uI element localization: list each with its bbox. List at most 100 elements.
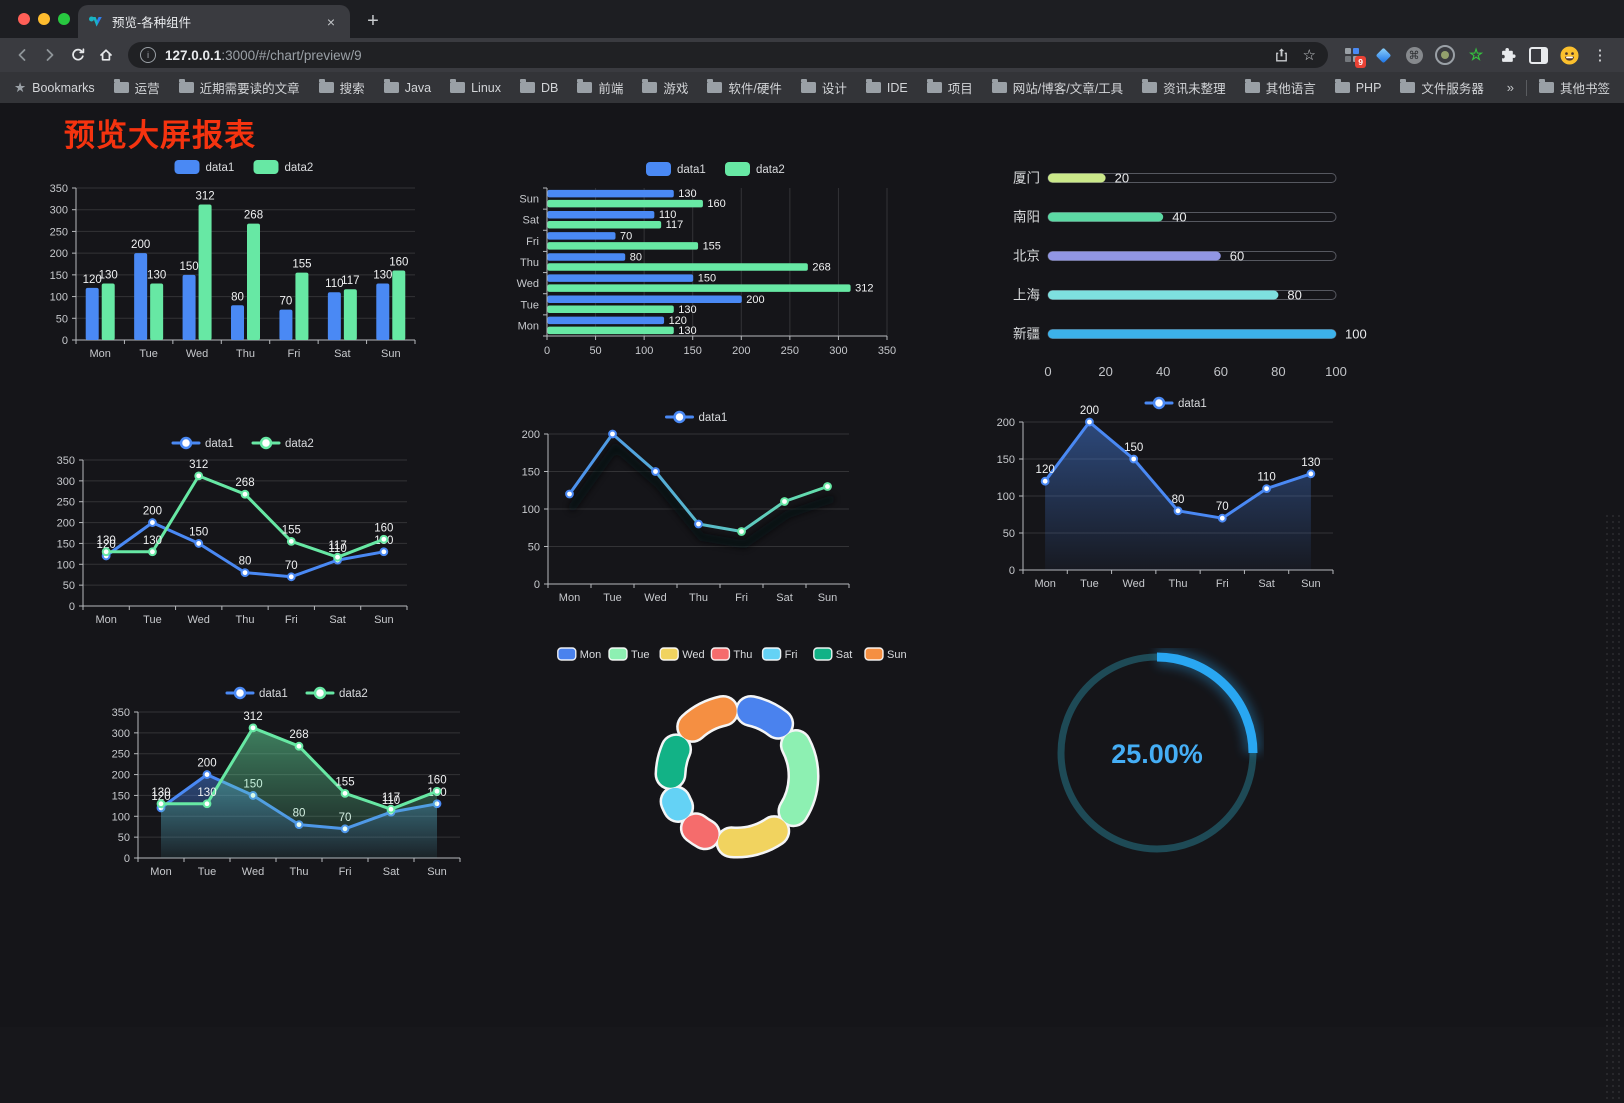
svg-text:data2: data2 bbox=[285, 438, 314, 450]
sidebar-toggle-icon[interactable] bbox=[1528, 45, 1548, 65]
svg-text:268: 268 bbox=[244, 210, 263, 222]
bookmark-folder[interactable]: 近期需要读的文章 bbox=[178, 78, 300, 97]
bookmark-star-icon[interactable]: ☆ bbox=[1302, 47, 1316, 64]
window-minimize-button[interactable] bbox=[38, 13, 50, 25]
browser-tab[interactable]: 预览-各种组件 × bbox=[78, 5, 350, 38]
svg-text:Thu: Thu bbox=[1169, 578, 1188, 590]
bookmark-folder[interactable]: Java bbox=[383, 79, 431, 95]
bookmark-folder[interactable]: 资讯未整理 bbox=[1142, 78, 1226, 97]
svg-text:北京: 北京 bbox=[1013, 249, 1040, 264]
extensions-puzzle-icon[interactable] bbox=[1497, 45, 1517, 65]
svg-text:117: 117 bbox=[666, 219, 684, 231]
svg-text:120: 120 bbox=[669, 315, 687, 327]
bookmark-folder[interactable]: 搜索 bbox=[318, 78, 365, 97]
svg-text:0: 0 bbox=[1009, 565, 1015, 577]
bookmark-folder-label: 运营 bbox=[134, 82, 160, 96]
bookmark-folder[interactable]: 运营 bbox=[113, 78, 160, 97]
bookmark-folder[interactable]: 设计 bbox=[800, 78, 847, 97]
address-bar[interactable]: i 127.0.0.1 :3000/#/chart/preview/9 ☆ bbox=[128, 42, 1328, 68]
extension-star-icon[interactable]: ☆ bbox=[1468, 47, 1484, 64]
bookmark-folder[interactable]: 网站/博客/文章/工具 bbox=[991, 78, 1123, 97]
bookmark-folder[interactable]: 其他语言 bbox=[1244, 78, 1316, 97]
folder-icon bbox=[1244, 79, 1260, 93]
share-icon[interactable] bbox=[1274, 47, 1289, 63]
svg-text:150: 150 bbox=[698, 273, 716, 285]
extension-badge: 9 bbox=[1355, 55, 1366, 68]
bookmark-folder[interactable]: 文件服务器 bbox=[1400, 78, 1484, 97]
bookmark-folder[interactable]: Linux bbox=[450, 79, 501, 95]
svg-text:70: 70 bbox=[285, 560, 298, 572]
svg-text:Sat: Sat bbox=[522, 215, 539, 227]
extension-command-icon[interactable]: ⌘ bbox=[1404, 45, 1424, 65]
svg-text:Fri: Fri bbox=[785, 649, 798, 661]
window-zoom-button[interactable] bbox=[58, 13, 70, 25]
horizontal-bar-chart[interactable]: data1 data2 0 50 100 150 200 250 300 350 Sun Sat Fri… bbox=[505, 152, 900, 370]
extension-diamond-icon[interactable] bbox=[1373, 45, 1393, 65]
svg-text:Tue: Tue bbox=[603, 592, 622, 604]
other-bookmarks[interactable]: 其他书签 bbox=[1538, 78, 1610, 97]
grouped-bar-chart[interactable]: data1 data2 0 50 100 150 200 250 300 350 Mon Tue Wed… bbox=[40, 148, 425, 370]
svg-text:117: 117 bbox=[341, 275, 359, 287]
back-button[interactable] bbox=[8, 42, 36, 68]
reload-button[interactable] bbox=[64, 42, 92, 68]
forward-button[interactable] bbox=[36, 42, 64, 68]
donut-chart[interactable]: Mon Tue Wed Thu Fri Sat Sun bbox=[555, 634, 920, 884]
browser-menu-icon[interactable]: ⋮ bbox=[1592, 47, 1608, 64]
svg-text:data2: data2 bbox=[285, 162, 314, 174]
svg-text:100: 100 bbox=[112, 811, 130, 823]
svg-text:200: 200 bbox=[197, 758, 216, 770]
bookmark-folder[interactable]: 软件/硬件 bbox=[707, 78, 782, 97]
url-path: :3000/#/chart/preview/9 bbox=[221, 47, 362, 63]
svg-text:Sat: Sat bbox=[334, 348, 351, 360]
svg-text:200: 200 bbox=[746, 294, 764, 306]
svg-text:312: 312 bbox=[243, 711, 262, 723]
home-button[interactable] bbox=[92, 42, 120, 68]
tab-close-button[interactable]: × bbox=[326, 13, 336, 30]
svg-text:Wed: Wed bbox=[644, 592, 666, 604]
gradient-line-chart[interactable]: data1 0 50 100 150 200 Mon Tue Wed Thu Fri Sat Sun bbox=[508, 398, 863, 613]
svg-text:300: 300 bbox=[112, 728, 130, 740]
new-tab-button[interactable]: + bbox=[367, 9, 379, 32]
bookmarks-bar: ★ Bookmarks 运营 近期需要读的文章 搜索 Java Linux DB 前端 游戏 软… bbox=[0, 72, 1624, 103]
bookmarks-overflow-chevron[interactable]: » bbox=[1506, 80, 1514, 95]
bookmarks-manager[interactable]: ★ Bookmarks bbox=[14, 80, 95, 96]
two-series-area-chart[interactable]: data1 data2 0 50 100 150 200 250 300 350 Mon Tue Wed… bbox=[100, 672, 472, 892]
svg-text:150: 150 bbox=[684, 345, 702, 357]
profile-avatar[interactable] bbox=[1559, 45, 1579, 65]
window-close-button[interactable] bbox=[18, 13, 30, 25]
svg-text:Sun: Sun bbox=[519, 194, 539, 206]
svg-text:268: 268 bbox=[289, 729, 308, 741]
svg-text:130: 130 bbox=[1301, 457, 1320, 469]
bookmark-folder-label: Linux bbox=[471, 80, 501, 95]
svg-text:110: 110 bbox=[325, 278, 343, 290]
extension-grid-icon[interactable]: 9 bbox=[1342, 45, 1366, 68]
svg-text:268: 268 bbox=[235, 477, 254, 489]
svg-text:南阳: 南阳 bbox=[1013, 210, 1040, 225]
svg-text:110: 110 bbox=[382, 795, 400, 807]
two-series-line-chart[interactable]: data1 data2 0 50 100 150 200 250 300 350 Mon Tue Wed… bbox=[45, 424, 415, 639]
city-progress-chart[interactable]: 厦门 20 南阳 40 北京 60 上海 80 新疆 100 0 20 40 60 80 100 bbox=[985, 150, 1377, 390]
svg-text:120: 120 bbox=[1036, 464, 1055, 476]
bookmark-folder[interactable]: 前端 bbox=[577, 78, 623, 97]
svg-text:200: 200 bbox=[131, 239, 150, 251]
svg-text:新疆: 新疆 bbox=[1013, 327, 1040, 342]
bookmark-folder[interactable]: PHP bbox=[1334, 79, 1381, 95]
bookmark-folder[interactable]: 游戏 bbox=[642, 78, 688, 97]
extension-record-icon[interactable] bbox=[1435, 45, 1455, 65]
bookmark-folder[interactable]: IDE bbox=[865, 79, 908, 95]
gauge-chart[interactable]: 25.00% bbox=[1050, 648, 1264, 862]
svg-text:Tue: Tue bbox=[1080, 578, 1099, 590]
svg-text:Mon: Mon bbox=[150, 866, 171, 878]
svg-text:117: 117 bbox=[328, 540, 346, 552]
bookmark-folder[interactable]: DB bbox=[519, 79, 558, 95]
page-title: 预览大屏报表 bbox=[64, 118, 256, 153]
site-info-icon[interactable]: i bbox=[140, 47, 156, 63]
svg-text:200: 200 bbox=[732, 345, 750, 357]
svg-text:100: 100 bbox=[522, 504, 540, 516]
area-line-chart[interactable]: data1 0 50 100 150 200 Mon Tue Wed Thu Fri Sat Sun 12… bbox=[985, 386, 1345, 601]
svg-text:268: 268 bbox=[812, 262, 830, 274]
svg-text:Thu: Thu bbox=[236, 614, 255, 626]
svg-text:70: 70 bbox=[620, 230, 632, 242]
bookmark-folder[interactable]: 项目 bbox=[926, 78, 973, 97]
svg-text:100: 100 bbox=[997, 491, 1015, 503]
